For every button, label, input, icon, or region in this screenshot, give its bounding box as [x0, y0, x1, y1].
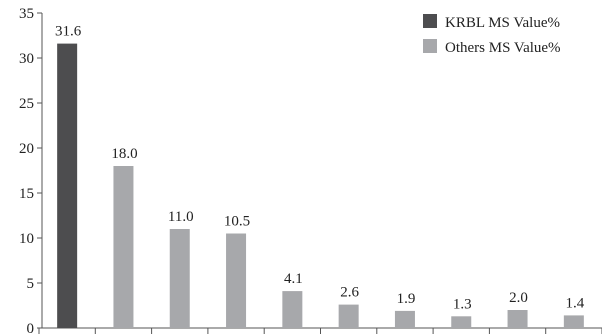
legend-swatch-krbl	[423, 14, 437, 28]
y-tick-label: 10	[19, 231, 34, 247]
bar	[394, 310, 415, 328]
legend-swatch-others	[423, 39, 437, 53]
y-tick-label: 30	[19, 51, 34, 67]
legend-label-krbl: KRBL MS Value%	[445, 15, 560, 31]
y-tick-label: 15	[19, 186, 34, 202]
y-tick-label: 0	[27, 321, 35, 336]
legend-label-others: Others MS Value%	[445, 40, 561, 56]
bar	[451, 316, 472, 328]
data-label: 1.9	[397, 291, 416, 307]
y-tick-label: 5	[27, 276, 35, 292]
axes: 0 5 10 15 20 25 30 35	[19, 6, 602, 336]
bar	[507, 310, 528, 328]
bar	[563, 315, 584, 328]
y-ticks: 0 5 10 15 20 25 30 35	[19, 6, 42, 336]
data-label: 10.5	[224, 214, 250, 230]
bar	[338, 304, 359, 328]
data-label: 4.1	[284, 271, 303, 287]
data-label: 2.0	[509, 290, 528, 306]
data-label: 11.0	[168, 209, 194, 225]
y-tick-label: 25	[19, 96, 34, 112]
data-labels: 31.6 18.0 11.0 10.5 4.1 2.6 1.9 1.3 2.0 1.4	[55, 24, 585, 313]
bar	[226, 233, 247, 328]
data-label: 31.6	[55, 24, 82, 40]
bars	[57, 43, 584, 328]
bar	[169, 229, 190, 328]
bar	[282, 291, 303, 328]
data-label: 1.3	[453, 296, 472, 312]
data-label: 18.0	[111, 146, 137, 162]
bar	[57, 43, 78, 328]
bar	[113, 166, 134, 328]
legend: KRBL MS Value% Others MS Value%	[423, 14, 561, 56]
y-tick-label: 20	[19, 141, 34, 157]
data-label: 1.4	[565, 295, 584, 311]
data-label: 2.6	[340, 285, 359, 301]
x-ticks	[38, 328, 602, 334]
y-tick-label: 35	[19, 6, 34, 22]
